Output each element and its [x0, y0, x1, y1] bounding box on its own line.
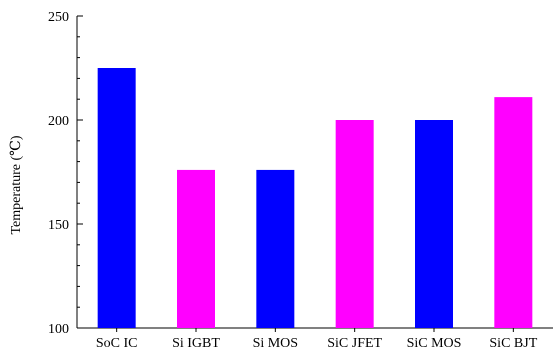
bar-si-igbt [177, 169, 215, 328]
y-tick-label: 200 [48, 114, 69, 129]
bar-sic-mos [415, 120, 453, 328]
labels: 100 150 200 250 SoC IC Si IGBT Si MOS SiC JFET S… [48, 10, 538, 351]
x-tick-label: SoC IC [96, 336, 138, 351]
y-tick-label: 150 [48, 218, 69, 233]
y-tick-label: 100 [48, 322, 69, 337]
bar-si-mos [256, 169, 295, 328]
bar-sic-jfet [335, 120, 374, 328]
y-axis-label: Temperature (℃) [9, 135, 24, 234]
axes [76, 15, 553, 332]
bar-soc-ic [97, 68, 136, 328]
bars [97, 68, 533, 329]
bar-sic-bjt [494, 97, 533, 329]
x-tick-label: SiC BJT [489, 336, 537, 351]
x-tick-label: Si IGBT [172, 336, 220, 351]
x-tick-label: Si MOS [253, 336, 299, 351]
x-tick-label: SiC JFET [327, 336, 382, 351]
x-tick-label: SiC MOS [407, 336, 462, 351]
y-tick-label: 250 [48, 10, 69, 25]
